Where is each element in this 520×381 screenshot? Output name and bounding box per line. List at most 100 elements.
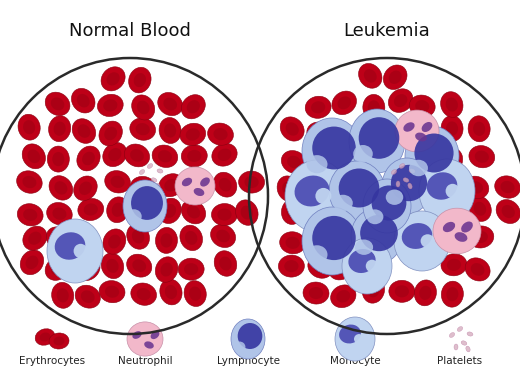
Ellipse shape — [20, 250, 44, 275]
Ellipse shape — [131, 202, 145, 214]
Ellipse shape — [54, 336, 64, 346]
Ellipse shape — [71, 224, 96, 247]
Ellipse shape — [155, 227, 177, 253]
Ellipse shape — [468, 116, 490, 142]
Ellipse shape — [414, 133, 453, 173]
Ellipse shape — [502, 205, 515, 218]
Ellipse shape — [181, 145, 207, 167]
Ellipse shape — [74, 176, 97, 200]
Ellipse shape — [394, 211, 450, 271]
Ellipse shape — [467, 332, 473, 336]
Ellipse shape — [212, 143, 237, 166]
Ellipse shape — [329, 257, 354, 280]
Ellipse shape — [165, 285, 177, 299]
Ellipse shape — [474, 231, 488, 243]
Ellipse shape — [22, 176, 36, 188]
Ellipse shape — [337, 325, 357, 340]
Ellipse shape — [382, 158, 432, 214]
Ellipse shape — [147, 163, 153, 168]
Ellipse shape — [17, 171, 42, 193]
Ellipse shape — [284, 260, 298, 272]
Ellipse shape — [446, 122, 458, 136]
Ellipse shape — [99, 121, 122, 146]
Ellipse shape — [35, 329, 55, 345]
Ellipse shape — [180, 123, 205, 146]
Ellipse shape — [127, 322, 163, 356]
Ellipse shape — [160, 279, 182, 305]
Ellipse shape — [112, 203, 124, 217]
Ellipse shape — [303, 144, 328, 167]
Ellipse shape — [302, 207, 362, 275]
Ellipse shape — [47, 202, 72, 225]
Ellipse shape — [446, 98, 458, 112]
Ellipse shape — [110, 176, 125, 188]
Ellipse shape — [103, 229, 126, 254]
Ellipse shape — [160, 263, 173, 277]
Ellipse shape — [441, 115, 463, 141]
Ellipse shape — [496, 200, 520, 224]
Ellipse shape — [48, 116, 71, 142]
Ellipse shape — [126, 209, 141, 224]
Ellipse shape — [422, 170, 450, 193]
Ellipse shape — [447, 259, 461, 271]
Ellipse shape — [132, 95, 155, 120]
Ellipse shape — [473, 122, 485, 136]
Ellipse shape — [311, 101, 326, 114]
Ellipse shape — [415, 100, 430, 112]
Ellipse shape — [53, 152, 64, 166]
Ellipse shape — [158, 93, 183, 116]
Ellipse shape — [391, 165, 427, 201]
Ellipse shape — [303, 282, 329, 304]
Text: Platelets: Platelets — [437, 356, 483, 366]
Ellipse shape — [287, 156, 301, 168]
Ellipse shape — [388, 89, 413, 112]
Ellipse shape — [180, 225, 202, 251]
Ellipse shape — [18, 114, 40, 140]
Ellipse shape — [23, 209, 37, 221]
Ellipse shape — [133, 331, 141, 339]
Ellipse shape — [415, 133, 427, 141]
Ellipse shape — [104, 126, 117, 140]
Ellipse shape — [17, 204, 43, 226]
Ellipse shape — [409, 169, 415, 173]
Circle shape — [0, 58, 268, 334]
Ellipse shape — [77, 94, 90, 107]
Ellipse shape — [103, 142, 127, 166]
Ellipse shape — [388, 70, 401, 84]
Ellipse shape — [404, 122, 414, 132]
Ellipse shape — [409, 95, 435, 117]
Ellipse shape — [392, 170, 397, 174]
Ellipse shape — [277, 176, 300, 202]
Ellipse shape — [367, 210, 383, 224]
Ellipse shape — [335, 317, 375, 361]
Ellipse shape — [81, 262, 95, 275]
Ellipse shape — [238, 323, 262, 349]
Ellipse shape — [144, 181, 148, 187]
Ellipse shape — [105, 171, 131, 193]
Ellipse shape — [181, 200, 205, 224]
Ellipse shape — [187, 150, 201, 162]
Ellipse shape — [394, 94, 407, 107]
Ellipse shape — [192, 180, 205, 194]
Ellipse shape — [281, 150, 307, 173]
Ellipse shape — [219, 178, 231, 192]
Text: Normal Blood: Normal Blood — [69, 22, 191, 40]
Ellipse shape — [57, 288, 69, 303]
Ellipse shape — [469, 196, 491, 221]
Ellipse shape — [339, 325, 361, 343]
Text: Leukemia: Leukemia — [344, 22, 431, 40]
Ellipse shape — [445, 175, 467, 201]
Ellipse shape — [22, 144, 45, 169]
Ellipse shape — [82, 152, 95, 165]
Ellipse shape — [217, 149, 231, 161]
Ellipse shape — [236, 200, 258, 225]
Ellipse shape — [107, 197, 129, 223]
Ellipse shape — [433, 208, 481, 254]
Text: Neutrophil: Neutrophil — [118, 356, 172, 366]
Ellipse shape — [107, 72, 120, 85]
Ellipse shape — [71, 88, 95, 113]
Ellipse shape — [281, 199, 304, 224]
Ellipse shape — [360, 215, 398, 251]
Ellipse shape — [103, 99, 118, 112]
Ellipse shape — [368, 100, 380, 115]
